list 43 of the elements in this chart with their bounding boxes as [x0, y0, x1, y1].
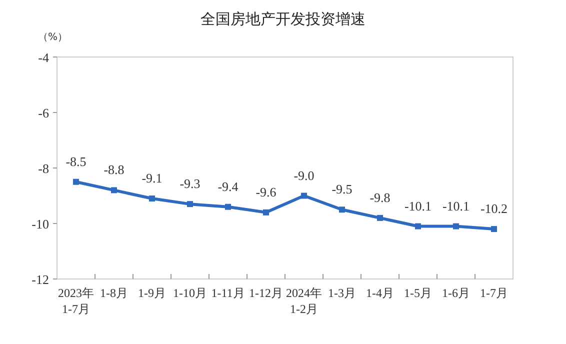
point: [111, 187, 117, 194]
x-tick-label: 1-4月: [366, 286, 394, 300]
point: [453, 223, 459, 230]
point: [339, 206, 345, 213]
point: [301, 192, 307, 199]
x-tick-label: 1-10月: [173, 286, 207, 300]
data-label: -9.3: [180, 176, 200, 192]
data-label: -9.4: [218, 178, 239, 194]
y-tick-label: -12: [32, 272, 49, 287]
point: [149, 196, 155, 202]
data-label: -10.1: [404, 198, 432, 214]
data-label: -8.5: [66, 154, 86, 169]
point: [187, 201, 193, 208]
point: [491, 226, 497, 232]
y-tick-label: -4: [38, 50, 50, 65]
x-tick-label: 1-7月: [480, 286, 508, 300]
data-label: -9.1: [142, 170, 162, 186]
y-tick-label: -10: [32, 216, 49, 232]
x-tick-label: 1-9月: [138, 286, 166, 300]
data-label: -9.6: [256, 184, 277, 200]
point: [225, 204, 231, 210]
x-tick-label: 1-3月: [328, 286, 356, 300]
data-label: -10.1: [442, 198, 470, 214]
data-label: -10.2: [480, 201, 508, 216]
x-tick-label: 1-12月: [249, 286, 283, 300]
data-label: -9.0: [294, 168, 314, 183]
point: [415, 223, 421, 230]
data-label: -9.5: [332, 182, 352, 197]
point: [263, 209, 269, 216]
point: [73, 178, 79, 185]
point: [377, 214, 383, 221]
y-tick-label: -8: [38, 161, 49, 176]
x-tick-label: 1-6月: [442, 286, 470, 300]
data-label: -9.8: [370, 190, 390, 205]
x-tick-label: 1-5月: [404, 286, 432, 300]
chart-title: 全国房地产开发投资增速: [200, 10, 366, 28]
x-tick-label: 1-11月: [211, 286, 245, 300]
data-label: -8.8: [104, 162, 124, 178]
x-tick-label: 2023年 1-7月: [58, 286, 94, 316]
x-tick-label: 2024年 1-2月: [286, 286, 322, 316]
y-tick-label: -6: [38, 106, 50, 120]
y-axis-title: （%）: [38, 32, 68, 43]
x-tick-label: 1-8月: [100, 286, 128, 300]
